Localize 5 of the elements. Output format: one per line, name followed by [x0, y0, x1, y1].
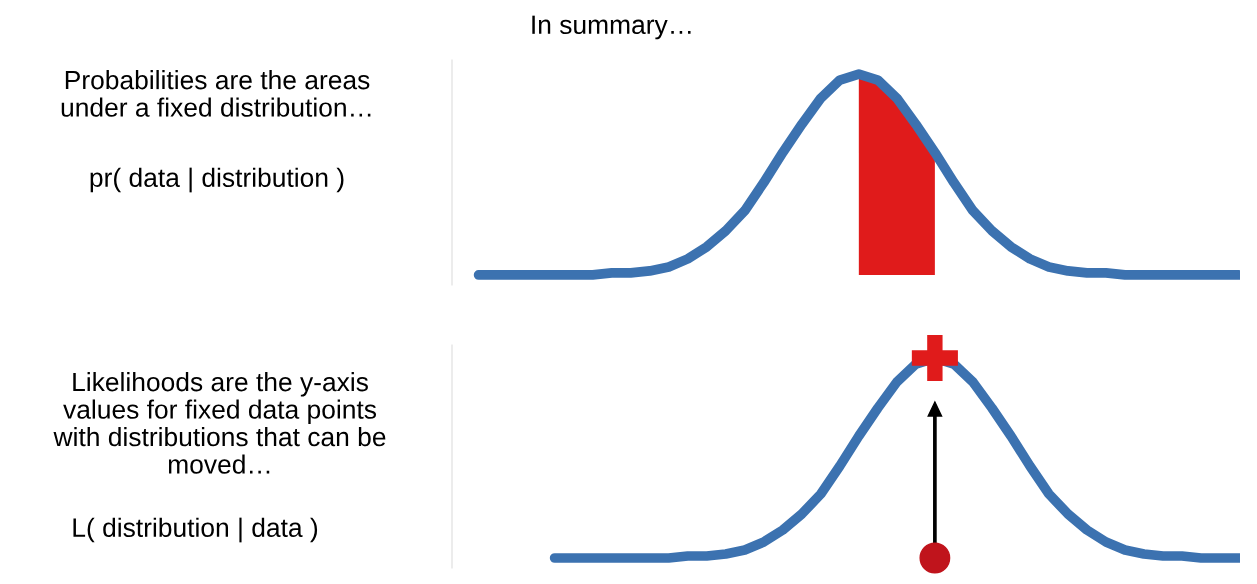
chart-title: In summary… — [532, 15, 691, 40]
text: L( distribution | data ) — [73, 517, 318, 543]
text: Probabilities are the areas under a fixed distribution… — [61, 70, 371, 117]
text: Likelihoods are the y-axis values for fixed data points with distributions that can be moved… — [53, 372, 386, 474]
text: pr( data | distribution ) — [90, 167, 344, 193]
